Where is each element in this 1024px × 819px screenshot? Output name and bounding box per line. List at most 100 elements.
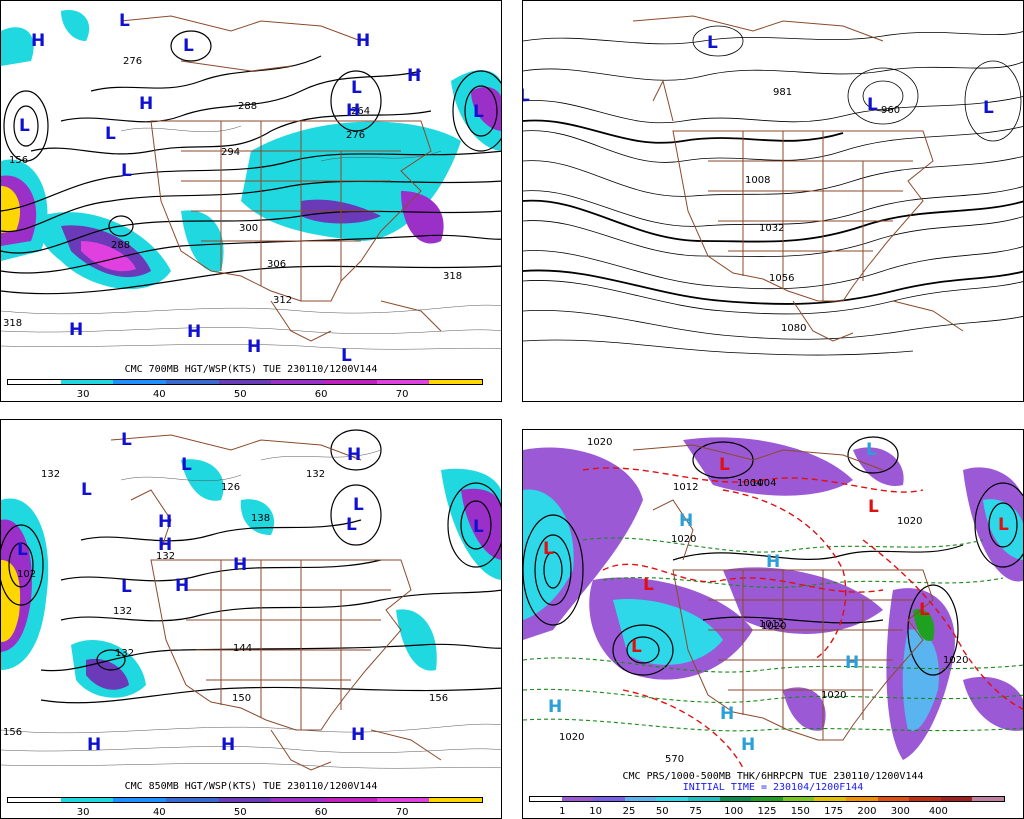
- high-pressure-center: H: [187, 322, 201, 342]
- high-pressure-center: H: [407, 66, 421, 86]
- contour-label: 276: [123, 56, 142, 67]
- contour-label: 264: [351, 106, 370, 117]
- contour-label: 1020: [671, 534, 696, 545]
- contour-label: 132: [113, 606, 132, 617]
- map-700mb: 276 288 264 276 294 300 306 312 318 318 …: [1, 10, 501, 361]
- high-pressure-center: H: [720, 704, 734, 724]
- contour-label: 288: [238, 101, 257, 112]
- map-slp: 981 960 1008 1032 1056 1080 L L L L: [523, 15, 1023, 356]
- political-boundaries: [632, 444, 934, 741]
- colorbar-tick: 150: [790, 806, 810, 817]
- low-pressure-center: L: [353, 495, 364, 515]
- high-pressure-center: H: [766, 552, 780, 572]
- thickness-contours-red: [582, 467, 1023, 768]
- low-pressure-center: L: [707, 33, 718, 53]
- colorbar-swatch: [271, 380, 325, 384]
- low-pressure-center: L: [867, 95, 878, 115]
- high-pressure-center: H: [87, 735, 101, 755]
- initial-time-caption: INITIAL TIME = 230104/1200F144: [682, 782, 864, 793]
- high-pressure-center: H: [221, 735, 235, 755]
- colorbar-swatch: [429, 380, 483, 384]
- low-pressure-center: L: [719, 455, 730, 475]
- contour-label: 1032: [759, 223, 784, 234]
- low-pressure-center: L: [121, 577, 132, 597]
- colorbar-swatch: [814, 797, 846, 801]
- contour-label: 1012: [759, 619, 784, 630]
- contour-label: 1020: [897, 516, 922, 527]
- wind-streamlines: [1, 125, 501, 350]
- low-pressure-center: L: [19, 116, 30, 136]
- colorbar-tick: 300: [890, 806, 910, 817]
- isobars: [523, 25, 1023, 356]
- low-pressure-center: L: [523, 86, 530, 106]
- contour-label: 132: [115, 648, 134, 659]
- contour-label: 1080: [781, 323, 806, 334]
- high-pressure-center: H: [346, 101, 360, 121]
- colorbar-swatch: [324, 380, 377, 384]
- colorbar-ticks: 30 40 50 60 70: [7, 389, 483, 401]
- colorbar-tick: 40: [152, 389, 166, 400]
- colorbar-tick: 125: [757, 806, 777, 817]
- high-pressure-center: H: [31, 31, 45, 51]
- colorbar-swatch: [687, 797, 720, 801]
- political-boundaries: [120, 15, 442, 342]
- contour-label: 276: [346, 130, 365, 141]
- contour-label: 300: [239, 223, 258, 234]
- contour-label: 1020: [943, 655, 968, 666]
- panel-850mb: 132 132 138 126 132 144 150 156 156 132 …: [0, 419, 502, 819]
- contour-label: 156: [9, 155, 28, 166]
- wind-streamlines: [1, 449, 501, 769]
- colorbar-swatch: [60, 380, 114, 384]
- colorbar-tick: 75: [689, 806, 702, 817]
- low-pressure-center: L: [543, 539, 554, 559]
- pressure-centers: L L L L L L L H H H H H H L: [543, 440, 1009, 755]
- colorbar-swatch: [782, 797, 815, 801]
- colorbar-tick: 60: [314, 807, 328, 818]
- high-pressure-center: H: [158, 535, 172, 555]
- high-pressure-center: H: [247, 337, 261, 357]
- high-pressure-center: H: [351, 725, 365, 745]
- panel-slp: 981 960 1008 1032 1056 1080 L L L L: [522, 0, 1024, 402]
- height-contours: [1, 429, 501, 704]
- map-850mb: 132 132 138 126 132 144 150 156 156 132 …: [1, 429, 501, 771]
- contour-label: 1020: [761, 621, 786, 632]
- contour-label: 150: [232, 693, 251, 704]
- colorbar-swatch: [877, 797, 910, 801]
- contour-label: 960: [881, 105, 900, 116]
- isobars-bold: [523, 119, 1023, 305]
- height-contours: [1, 30, 501, 295]
- political-boundaries: [110, 434, 442, 771]
- low-pressure-center: L: [983, 98, 994, 118]
- colorbar-ticks: 30 40 50 60 70: [7, 807, 483, 818]
- contour-labels: 132 132 138 126 132 144 150 156 156 132 …: [3, 469, 448, 738]
- colorbar-swatch: [166, 380, 219, 384]
- low-pressure-center: L: [866, 440, 877, 460]
- colorbar-tick: 50: [655, 806, 669, 817]
- high-pressure-center: H: [356, 31, 370, 51]
- colorbar-swatch: [972, 797, 1004, 801]
- colorbar-tick: 1: [559, 806, 566, 817]
- high-pressure-center: H: [69, 320, 83, 340]
- low-pressure-center: L: [81, 480, 92, 500]
- colorbar-swatch: [60, 798, 114, 802]
- contour-label: 570: [665, 754, 684, 765]
- colorbar-swatch: [8, 380, 61, 384]
- colorbar-tick: 100: [724, 806, 744, 817]
- colorbar-swatch: [561, 797, 594, 801]
- contour-label: 144: [233, 643, 252, 654]
- wind-colorbar: [7, 379, 483, 385]
- contour-labels: 1020 1012 1004 1020 1012 1020 1020 1020 …: [559, 437, 968, 765]
- pressure-centers: L L L H H H L H H L L L H H H L: [17, 430, 484, 755]
- panel-caption: CMC PRS/1000-500MB THK/6HRPCPN TUE 23011…: [622, 771, 924, 782]
- colorbar-swatch: [530, 797, 562, 801]
- pressure-centers: H L L H H H L H L L L L H H H L: [19, 11, 484, 361]
- colorbar-swatch: [719, 797, 752, 801]
- colorbar-swatch: [656, 797, 688, 801]
- contour-label: 1020: [559, 732, 584, 743]
- contour-label: 1012: [673, 482, 698, 493]
- contour-labels: 981 960 1008 1032 1056 1080: [745, 87, 900, 334]
- low-pressure-center: L: [346, 515, 357, 535]
- low-pressure-center: L: [105, 124, 116, 144]
- colorbar-swatch: [218, 380, 272, 384]
- low-pressure-center: L: [631, 637, 642, 657]
